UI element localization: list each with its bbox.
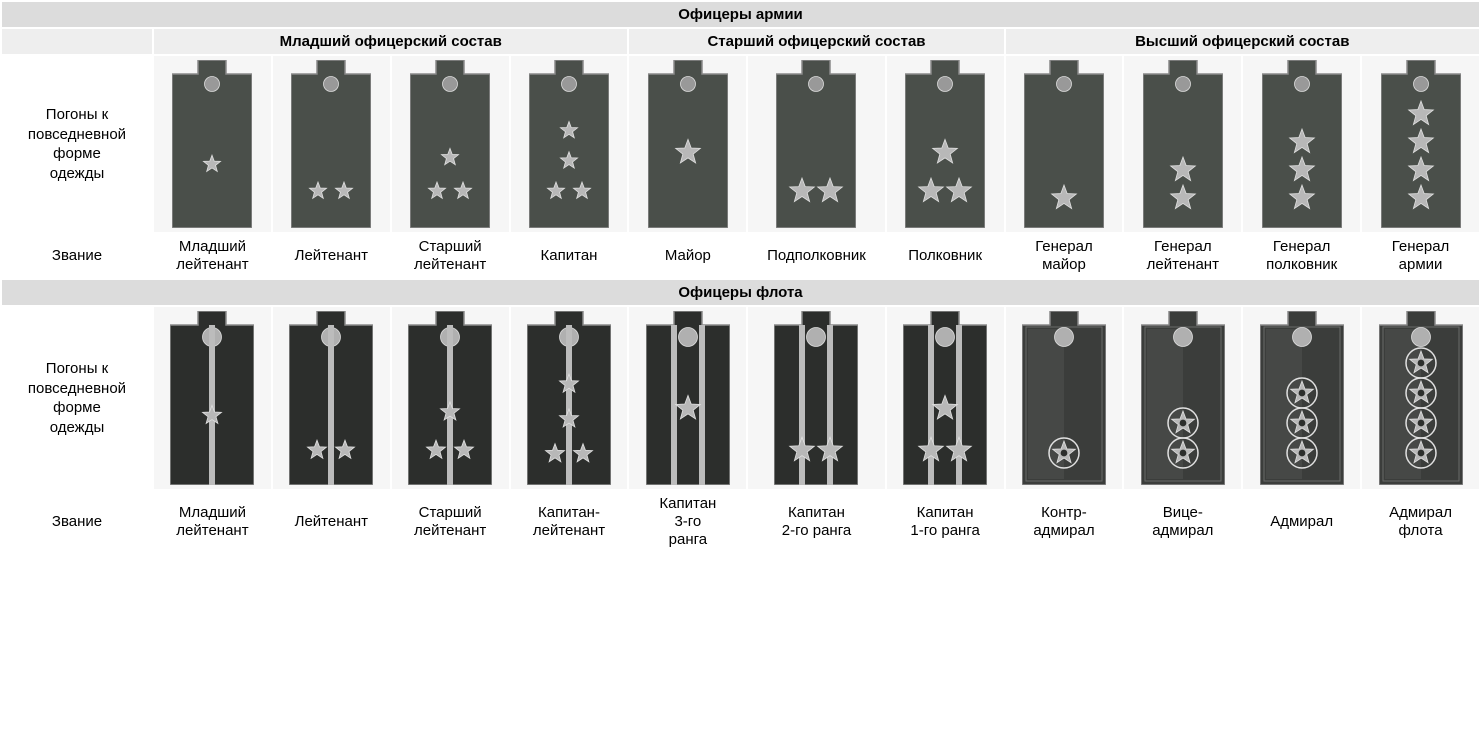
rank-name: Старшийлейтенант bbox=[392, 234, 509, 278]
epaulet-icon bbox=[291, 60, 371, 228]
rank-name: Полковник bbox=[887, 234, 1004, 278]
epaulet-icon bbox=[289, 311, 373, 485]
epaulet-icon bbox=[1381, 60, 1461, 228]
insignia-cell bbox=[273, 307, 390, 489]
row-label-blank bbox=[2, 29, 152, 54]
group-header: Высший офицерский состав bbox=[1006, 29, 1479, 54]
section-title: Офицеры армии bbox=[2, 2, 1479, 27]
epaulet-icon bbox=[172, 60, 252, 228]
insignia-cell bbox=[1006, 307, 1123, 489]
insignia-cell bbox=[1124, 56, 1241, 232]
epaulet-icon bbox=[529, 60, 609, 228]
rank-name: Контр-адмирал bbox=[1006, 491, 1123, 553]
rank-name: Генераллейтенант bbox=[1124, 234, 1241, 278]
epaulet-icon bbox=[905, 60, 985, 228]
rank-name: Генералармии bbox=[1362, 234, 1479, 278]
insignia-cell bbox=[629, 307, 746, 489]
insignia-cell bbox=[887, 307, 1004, 489]
epaulet-icon bbox=[1260, 311, 1344, 485]
insignia-cell bbox=[1243, 56, 1360, 232]
rank-name: Капитан-лейтенант bbox=[511, 491, 628, 553]
epaulet-icon bbox=[527, 311, 611, 485]
insignia-cell bbox=[1243, 307, 1360, 489]
epaulet-icon bbox=[1022, 311, 1106, 485]
insignia-cell bbox=[1362, 307, 1479, 489]
epaulet-icon bbox=[903, 311, 987, 485]
rank-name: Адмирал bbox=[1243, 491, 1360, 553]
epaulet-icon bbox=[774, 311, 858, 485]
rank-name: Старшийлейтенант bbox=[392, 491, 509, 553]
rank-name: Генералполковник bbox=[1243, 234, 1360, 278]
epaulet-icon bbox=[1141, 311, 1225, 485]
epaulet-icon bbox=[776, 60, 856, 228]
rank-name: Генералмайор bbox=[1006, 234, 1123, 278]
rank-name: Капитан1-го ранга bbox=[887, 491, 1004, 553]
insignia-cell bbox=[154, 307, 271, 489]
section-title: Офицеры флота bbox=[2, 280, 1479, 305]
rank-name: Адмиралфлота bbox=[1362, 491, 1479, 553]
insignia-cell bbox=[1006, 56, 1123, 232]
rank-name: Майор bbox=[629, 234, 746, 278]
insignia-cell bbox=[1124, 307, 1241, 489]
epaulet-icon bbox=[648, 60, 728, 228]
insignia-cell bbox=[392, 56, 509, 232]
row-label-insignia: Погоны кповседневнойформеодежды bbox=[2, 307, 152, 489]
rank-name: Лейтенант bbox=[273, 491, 390, 553]
rank-name: Капитан3-горанга bbox=[629, 491, 746, 553]
rank-name: Вице-адмирал bbox=[1124, 491, 1241, 553]
rank-name: Капитан2-го ранга bbox=[748, 491, 884, 553]
row-label-rank: Звание bbox=[2, 234, 152, 278]
epaulet-icon bbox=[170, 311, 254, 485]
insignia-cell bbox=[511, 56, 628, 232]
rank-name: Младшийлейтенант bbox=[154, 234, 271, 278]
row-label-insignia: Погоны кповседневнойформеодежды bbox=[2, 56, 152, 232]
insignia-cell bbox=[629, 56, 746, 232]
insignia-cell bbox=[887, 56, 1004, 232]
epaulet-icon bbox=[1379, 311, 1463, 485]
epaulet-icon bbox=[410, 60, 490, 228]
insignia-cell bbox=[273, 56, 390, 232]
group-header: Младший офицерский состав bbox=[154, 29, 627, 54]
group-header: Старший офицерский состав bbox=[629, 29, 1003, 54]
insignia-cell bbox=[748, 307, 884, 489]
insignia-cell bbox=[1362, 56, 1479, 232]
epaulet-icon bbox=[1024, 60, 1104, 228]
insignia-cell bbox=[392, 307, 509, 489]
rank-table: Офицеры армииМладший офицерский составСт… bbox=[0, 0, 1481, 555]
epaulet-icon bbox=[408, 311, 492, 485]
rank-chart: Офицеры армииМладший офицерский составСт… bbox=[0, 0, 1481, 555]
epaulet-icon bbox=[646, 311, 730, 485]
rank-name: Младшийлейтенант bbox=[154, 491, 271, 553]
epaulet-icon bbox=[1143, 60, 1223, 228]
row-label-rank: Звание bbox=[2, 491, 152, 553]
rank-name: Подполковник bbox=[748, 234, 884, 278]
insignia-cell bbox=[154, 56, 271, 232]
insignia-cell bbox=[748, 56, 884, 232]
epaulet-icon bbox=[1262, 60, 1342, 228]
rank-name: Лейтенант bbox=[273, 234, 390, 278]
rank-name: Капитан bbox=[511, 234, 628, 278]
insignia-cell bbox=[511, 307, 628, 489]
